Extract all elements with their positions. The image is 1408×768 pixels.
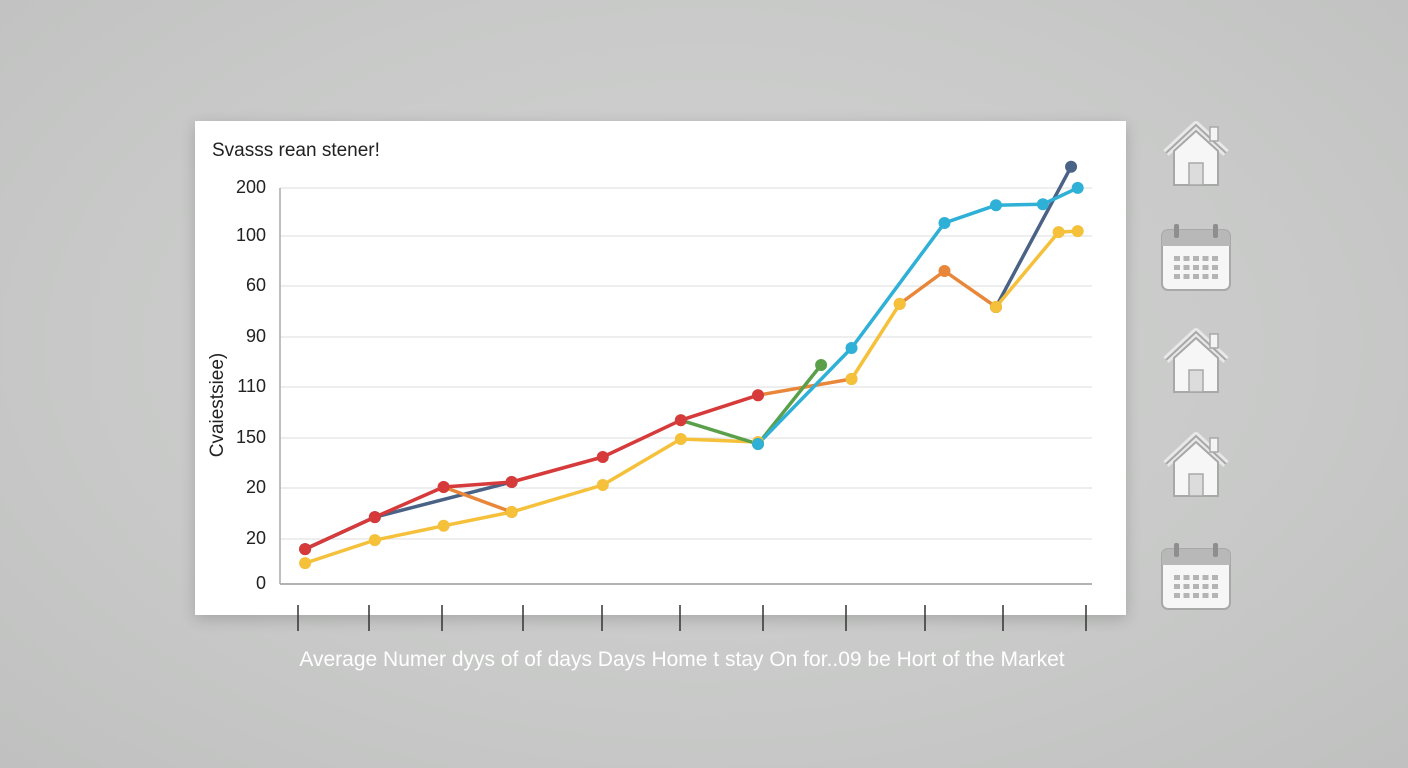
data-point <box>845 373 858 385</box>
data-point <box>1052 226 1065 239</box>
house-icon <box>1160 326 1232 403</box>
data-point <box>1071 181 1084 194</box>
house-icon <box>1160 119 1232 196</box>
series-line <box>756 186 1080 446</box>
y-tick-label: 100 <box>236 225 266 245</box>
data-point <box>505 506 518 519</box>
data-point <box>437 519 450 532</box>
series-line <box>994 165 1073 309</box>
data-point <box>505 476 518 488</box>
chart-caption: Average Numer dyys of of days Days Home … <box>299 648 1065 671</box>
data-point <box>674 414 687 427</box>
chart-card <box>195 121 1126 615</box>
data-point <box>368 511 381 524</box>
y-tick-label: 60 <box>246 275 266 295</box>
data-point <box>845 342 858 354</box>
data-point <box>368 534 381 547</box>
data-point <box>989 199 1002 212</box>
data-point <box>596 479 609 491</box>
data-point <box>299 557 312 570</box>
data-point <box>1071 225 1084 238</box>
series-line <box>679 363 823 446</box>
calendar-icon <box>1160 541 1232 618</box>
data-point <box>596 451 609 463</box>
data-point <box>1036 198 1049 211</box>
data-point <box>938 265 951 277</box>
y-tick-label: 90 <box>246 326 266 346</box>
series-line <box>849 302 902 381</box>
chart-title: Svasss rean stener! <box>212 140 380 161</box>
y-tick-label: 0 <box>256 573 266 593</box>
series-line <box>994 229 1080 309</box>
series-line <box>897 269 998 309</box>
y-tick-label: 20 <box>246 477 266 497</box>
y-tick-label: 110 <box>237 376 266 396</box>
data-point <box>893 297 906 310</box>
house-icon <box>1160 430 1232 507</box>
data-point <box>437 481 450 494</box>
calendar-icon <box>1160 222 1232 299</box>
data-point <box>674 433 687 445</box>
y-tick-label: 20 <box>246 528 266 548</box>
y-tick-label: 200 <box>236 177 266 197</box>
series-line <box>441 485 514 514</box>
data-point <box>815 359 828 371</box>
data-point <box>752 438 765 450</box>
data-point <box>989 300 1002 313</box>
data-point <box>752 389 765 402</box>
data-point <box>299 543 312 556</box>
data-point <box>938 216 951 229</box>
series-line <box>303 393 760 551</box>
y-tick-label: 150 <box>236 427 266 447</box>
data-point <box>1065 160 1078 173</box>
